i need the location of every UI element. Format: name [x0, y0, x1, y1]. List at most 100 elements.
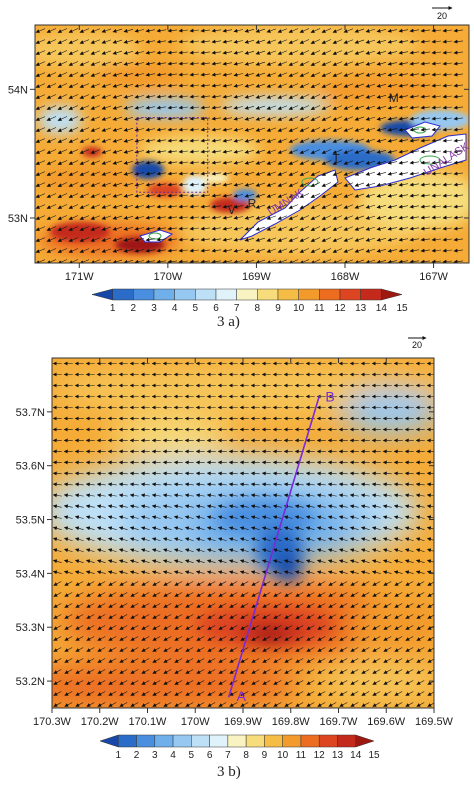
colorbar-label: 14 — [350, 750, 362, 761]
colorbar-label: 10 — [293, 303, 305, 314]
colorbar-segment — [153, 288, 175, 301]
y-tick-label: 53.2N — [16, 676, 45, 688]
y-tick-label: 54N — [8, 84, 28, 96]
colorbar-label: 9 — [275, 303, 281, 314]
reference-vector-label-a: 20 — [437, 11, 447, 21]
colorbar-label: 5 — [189, 750, 195, 761]
colorbar-label: 4 — [170, 750, 176, 761]
reference-vector-label-b: 20 — [412, 340, 422, 350]
x-tick-label: 170.1W — [129, 716, 168, 728]
y-tick-label: 53.3N — [16, 622, 45, 634]
colorbar-label: 7 — [234, 303, 240, 314]
x-tick-label: 171W — [65, 271, 94, 283]
x-tick-label: 169.9W — [224, 716, 263, 728]
colorbar-label: 6 — [207, 750, 213, 761]
colorbar-label: 13 — [332, 750, 344, 761]
map-annotation: V — [228, 203, 236, 217]
colorbar-segment — [337, 734, 356, 748]
reference-vector-b: 20 — [408, 336, 427, 350]
colorbar-segment — [277, 288, 299, 301]
colorbar-a: 1 2 3 4 5 6 7 8 9 10 11 12 13 14 15 — [91, 288, 408, 314]
cross-section-end-label: B — [325, 389, 334, 405]
colorbar-segment — [91, 288, 113, 301]
x-tick-label: 169.5W — [415, 716, 454, 728]
map-annotation: R — [248, 197, 257, 211]
reference-vector-a: 20 — [432, 6, 453, 21]
colorbar-label: 2 — [131, 303, 137, 314]
colorbar-segment — [118, 734, 137, 748]
x-tick-label: 169W — [242, 271, 271, 283]
y-tick-label: 53.5N — [16, 515, 45, 527]
wind-vectors-b — [52, 361, 434, 707]
colorbar-segment — [215, 288, 237, 301]
x-tick-label: 168W — [331, 271, 360, 283]
colorbar-label: 11 — [314, 303, 325, 314]
colorbar-label: 8 — [243, 750, 249, 761]
colorbar-segment — [236, 288, 258, 301]
colorbar-segment — [112, 288, 134, 301]
colorbar-label: 12 — [334, 303, 346, 314]
colorbar-segment — [209, 734, 229, 748]
panel-b-field: AB — [52, 358, 434, 708]
panel-b-chart: AB 170.3W 170.2W 170.1W 170W 169.9W 169.8W 169… — [16, 336, 454, 761]
colorbar-label: 12 — [314, 750, 326, 761]
colorbar-segment — [136, 734, 156, 748]
colorbar-segment — [174, 288, 196, 301]
cross-section-ab — [227, 395, 321, 698]
panel-a-axes: 171W 170W 169W 168W 167W 54N 53N — [8, 25, 469, 283]
caption-a: 3 a) — [217, 314, 240, 330]
map-annotation: M — [389, 91, 399, 105]
wind-vectors-a — [35, 28, 464, 263]
x-tick-label: 167W — [419, 271, 448, 283]
colorbar-segment — [264, 734, 283, 748]
subdomain-box — [136, 117, 209, 193]
colorbar-segment — [282, 734, 302, 748]
x-tick-label: 170W — [181, 716, 210, 728]
colorbar-segment — [257, 288, 279, 301]
x-tick-label: 170W — [153, 271, 182, 283]
colorbar-segment — [227, 734, 247, 748]
colorbar-label: 5 — [193, 303, 199, 314]
colorbar-label: 13 — [355, 303, 367, 314]
colorbar-label: 6 — [213, 303, 219, 314]
colorbar-b: 1 2 3 4 5 6 7 8 9 10 11 12 13 14 15 — [99, 734, 380, 761]
x-tick-label: 170.2W — [81, 716, 120, 728]
colorbar-label: 8 — [255, 303, 261, 314]
caption-b: 3 b) — [217, 764, 241, 780]
colorbar-label: 3 — [151, 303, 157, 314]
colorbar-segment — [99, 734, 119, 748]
colorbar-label: 7 — [225, 750, 231, 761]
colorbar-label: 10 — [277, 750, 289, 761]
colorbar-label: 1 — [110, 303, 116, 314]
x-tick-label: 169.7W — [320, 716, 359, 728]
colorbar-segment — [339, 288, 361, 301]
colorbar-label: 3 — [152, 750, 158, 761]
colorbar-label: 2 — [134, 750, 140, 761]
colorbar-segment — [319, 288, 341, 301]
colorbar-segment — [300, 734, 320, 748]
colorbar-label: 1 — [115, 750, 121, 761]
colorbar-segment — [298, 288, 320, 301]
map-annotation: T — [332, 152, 340, 166]
panel-b-axes: 170.3W 170.2W 170.1W 170W 169.9W 169.8W 169.7W… — [16, 358, 454, 728]
y-tick-label: 53N — [8, 213, 28, 225]
y-tick-label: 53.7N — [16, 407, 45, 419]
colorbar-label: 4 — [172, 303, 178, 314]
colorbar-segment — [154, 734, 174, 748]
y-tick-label: 53.4N — [16, 568, 45, 580]
colorbar-segment — [133, 288, 155, 301]
colorbar-label: 15 — [368, 750, 380, 761]
colorbar-segment — [381, 288, 403, 301]
colorbar-label: 14 — [376, 303, 388, 314]
colorbar-segment — [318, 734, 338, 748]
x-tick-label: 169.6W — [367, 716, 406, 728]
colorbar-segment — [191, 734, 210, 748]
x-tick-label: 170.3W — [33, 716, 72, 728]
cross-section-line: AB — [227, 389, 335, 704]
colorbar-segment — [355, 734, 375, 748]
colorbar-label: 11 — [296, 750, 307, 761]
colorbar-segment — [360, 288, 382, 301]
colorbar-segment — [195, 288, 217, 301]
